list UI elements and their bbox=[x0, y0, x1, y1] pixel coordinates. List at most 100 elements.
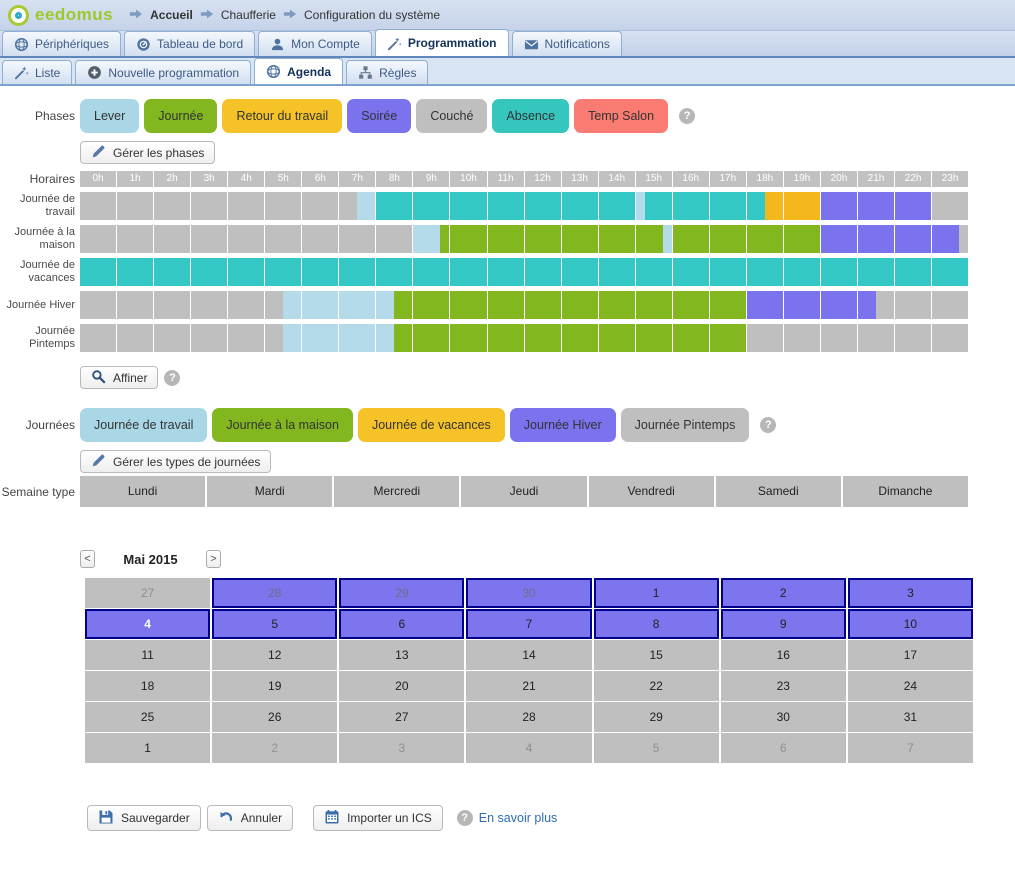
timeline-hour-cell[interactable] bbox=[783, 291, 820, 319]
calendar-day-cell[interactable]: 28 bbox=[466, 702, 592, 732]
journee-chip[interactable]: Journée à la maison bbox=[212, 408, 353, 442]
calendar-day-cell[interactable]: 26 bbox=[212, 702, 338, 732]
timeline-hour-cell[interactable] bbox=[265, 225, 302, 253]
timeline-hour-cell[interactable] bbox=[746, 225, 783, 253]
timeline-hour-cell[interactable] bbox=[191, 192, 228, 220]
learn-more-link[interactable]: En savoir plus bbox=[478, 811, 558, 825]
calendar-day-cell[interactable]: 11 bbox=[85, 640, 211, 670]
timeline-hour-cell[interactable] bbox=[487, 291, 524, 319]
calendar-day-cell[interactable]: 1 bbox=[593, 578, 719, 608]
timeline-hour-cell[interactable] bbox=[746, 192, 783, 220]
timeline-hour-cell[interactable] bbox=[672, 258, 709, 286]
week-type-day[interactable]: Jeudi bbox=[461, 476, 587, 507]
timeline-hour-cell[interactable] bbox=[857, 225, 895, 253]
calendar-day-cell[interactable]: 12 bbox=[212, 640, 338, 670]
timeline-hour-cell[interactable] bbox=[80, 324, 117, 352]
phase-chip[interactable]: Temp Salon bbox=[574, 99, 669, 133]
save-button[interactable]: Sauvegarder bbox=[87, 805, 201, 831]
calendar-day-cell[interactable]: 29 bbox=[339, 578, 465, 608]
timeline-hour-cell[interactable] bbox=[783, 324, 820, 352]
timeline-bar[interactable] bbox=[80, 291, 969, 319]
phase-chip[interactable]: Couché bbox=[416, 99, 488, 133]
timeline-hour-cell[interactable] bbox=[339, 225, 376, 253]
timeline-hour-cell[interactable] bbox=[376, 258, 413, 286]
calendar-day-cell[interactable]: 14 bbox=[466, 640, 592, 670]
timeline-hour-cell[interactable] bbox=[265, 258, 302, 286]
timeline-hour-cell[interactable] bbox=[228, 192, 265, 220]
timeline-hour-cell[interactable] bbox=[820, 225, 857, 253]
timeline-hour-cell[interactable] bbox=[635, 324, 672, 352]
timeline-hour-cell[interactable] bbox=[561, 192, 598, 220]
timeline-hour-cell[interactable] bbox=[191, 324, 228, 352]
timeline-hour-cell[interactable] bbox=[450, 291, 487, 319]
timeline-hour-cell[interactable] bbox=[487, 258, 524, 286]
subtab-liste[interactable]: Liste bbox=[2, 60, 73, 84]
timeline-hour-cell[interactable] bbox=[709, 192, 746, 220]
timeline-bar[interactable] bbox=[80, 225, 969, 253]
timeline-hour-cell[interactable] bbox=[783, 225, 820, 253]
timeline-hour-cell[interactable] bbox=[154, 225, 191, 253]
timeline-hour-cell[interactable] bbox=[598, 324, 635, 352]
timeline-hour-cell[interactable] bbox=[117, 192, 154, 220]
timeline-hour-cell[interactable] bbox=[191, 291, 228, 319]
calendar-day-cell[interactable]: 22 bbox=[593, 671, 719, 701]
timeline-hour-cell[interactable] bbox=[709, 258, 746, 286]
timeline-hour-cell[interactable] bbox=[117, 258, 154, 286]
timeline-hour-cell[interactable] bbox=[117, 324, 154, 352]
timeline-hour-cell[interactable] bbox=[524, 258, 561, 286]
timeline-hour-cell[interactable] bbox=[302, 291, 339, 319]
subtab-nouvelle-programmation[interactable]: Nouvelle programmation bbox=[75, 60, 252, 84]
timeline-hour-cell[interactable] bbox=[487, 324, 524, 352]
calendar-day-cell[interactable]: 27 bbox=[339, 702, 465, 732]
calendar-next-button[interactable]: > bbox=[206, 550, 221, 568]
timeline-bar[interactable] bbox=[80, 258, 969, 286]
timeline-hour-cell[interactable] bbox=[895, 324, 932, 352]
tab-tableau-de-bord[interactable]: Tableau de bord bbox=[124, 31, 256, 56]
calendar-day-cell[interactable]: 31 bbox=[847, 702, 973, 732]
timeline-hour-cell[interactable] bbox=[598, 192, 635, 220]
timeline-hour-cell[interactable] bbox=[413, 192, 450, 220]
manage-phases-button[interactable]: Gérer les phases bbox=[80, 141, 216, 164]
timeline-hour-cell[interactable] bbox=[672, 192, 709, 220]
calendar-day-cell[interactable]: 17 bbox=[847, 640, 973, 670]
timeline-hour-cell[interactable] bbox=[672, 291, 709, 319]
timeline-hour-cell[interactable] bbox=[228, 225, 265, 253]
calendar-day-cell[interactable]: 29 bbox=[593, 702, 719, 732]
help-icon[interactable]: ? bbox=[679, 108, 696, 124]
timeline-hour-cell[interactable] bbox=[598, 258, 635, 286]
tab-programmation[interactable]: Programmation bbox=[374, 29, 509, 56]
calendar-day-cell[interactable]: 25 bbox=[85, 702, 211, 732]
timeline-hour-cell[interactable] bbox=[413, 225, 450, 253]
timeline-hour-cell[interactable] bbox=[413, 291, 450, 319]
timeline-hour-cell[interactable] bbox=[413, 258, 450, 286]
calendar-day-cell[interactable]: 10 bbox=[847, 609, 973, 639]
timeline-hour-cell[interactable] bbox=[154, 192, 191, 220]
calendar-day-cell[interactable]: 18 bbox=[85, 671, 211, 701]
tab-notifications[interactable]: Notifications bbox=[511, 31, 622, 56]
journee-chip[interactable]: Journée Hiver bbox=[509, 408, 616, 442]
timeline-hour-cell[interactable] bbox=[376, 324, 413, 352]
timeline-hour-cell[interactable] bbox=[339, 291, 376, 319]
calendar-day-cell[interactable]: 30 bbox=[720, 702, 846, 732]
timeline-hour-cell[interactable] bbox=[117, 291, 154, 319]
timeline-hour-cell[interactable] bbox=[80, 225, 117, 253]
help-icon[interactable]: ? bbox=[164, 369, 181, 386]
tab-mon-compte[interactable]: Mon Compte bbox=[258, 31, 372, 56]
phase-chip[interactable]: Soirée bbox=[347, 99, 412, 133]
timeline-hour-cell[interactable] bbox=[487, 192, 524, 220]
manage-journees-button[interactable]: Gérer les types de journées bbox=[80, 450, 272, 473]
calendar-day-cell[interactable]: 6 bbox=[339, 609, 465, 639]
timeline-hour-cell[interactable] bbox=[635, 225, 672, 253]
subtab-agenda[interactable]: Agenda bbox=[254, 58, 344, 84]
calendar-day-cell[interactable]: 5 bbox=[593, 733, 719, 763]
timeline-hour-cell[interactable] bbox=[450, 225, 487, 253]
timeline-hour-cell[interactable] bbox=[524, 225, 561, 253]
timeline-hour-cell[interactable] bbox=[895, 258, 932, 286]
timeline-hour-cell[interactable] bbox=[709, 225, 746, 253]
timeline-hour-cell[interactable] bbox=[598, 225, 635, 253]
calendar-day-cell[interactable]: 2 bbox=[212, 733, 338, 763]
timeline-hour-cell[interactable] bbox=[672, 324, 709, 352]
calendar-day-cell[interactable]: 3 bbox=[847, 578, 973, 608]
calendar-day-cell[interactable]: 7 bbox=[466, 609, 592, 639]
calendar-day-cell[interactable]: 20 bbox=[339, 671, 465, 701]
